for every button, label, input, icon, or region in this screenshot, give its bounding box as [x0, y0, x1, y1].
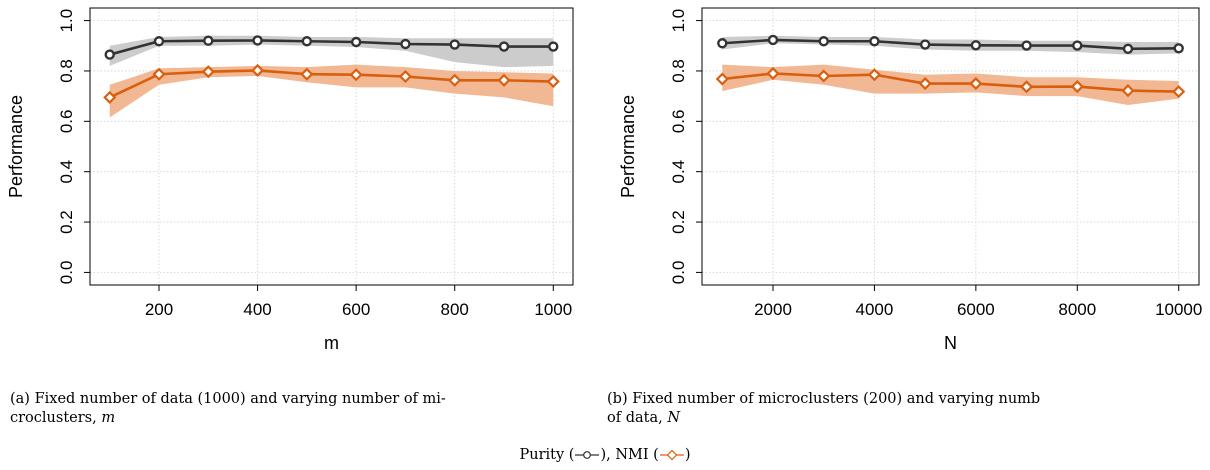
chart-b-line-nmi — [722, 72, 1179, 93]
chart-a-xtick-label-2: 600 — [342, 300, 370, 319]
chart-b-frame — [701, 7, 1200, 286]
chart-a-ytick-label-4: 0.8 — [57, 59, 76, 83]
chart-b-xtick-label-0: 2000 — [754, 300, 792, 319]
chart-b-point-nmi-3 — [867, 68, 881, 82]
chart-a-point-purity-8 — [498, 41, 510, 52]
chart-b-xtick-label-1: 4000 — [856, 300, 894, 319]
chart-b-point-nmi-2 — [817, 69, 831, 83]
chart-b-ytick-label-2: 0.4 — [669, 160, 688, 184]
chart-b-point-nmi-8 — [1121, 84, 1135, 98]
chart-a-ytick-label-3: 0.6 — [57, 109, 76, 133]
chart-a-point-purity-9 — [548, 41, 559, 52]
chart-b-point-purity-7 — [1072, 40, 1083, 51]
legend-close: ) — [684, 447, 691, 463]
caption-b: (b) Fixed number of microclusters (200) … — [607, 390, 1207, 428]
chart-b-point-nmi-9 — [1172, 85, 1186, 99]
caption-a-line1: (a) Fixed number of data (1000) and vary… — [10, 391, 446, 407]
caption-b-line1: (b) Fixed number of microclusters (200) … — [607, 391, 1041, 407]
chart-a-point-purity-2 — [203, 35, 214, 46]
chart-a-point-nmi-6 — [398, 69, 412, 84]
chart-a-ylabel: Performance — [6, 95, 26, 198]
chart-a-point-nmi-3 — [251, 63, 265, 78]
chart-a-point-nmi-0 — [103, 90, 117, 104]
chart-b-point-purity-4 — [919, 39, 931, 50]
chart-a-xtick-label-4: 1000 — [534, 300, 572, 319]
chart-a-xtick-label-0: 200 — [145, 300, 173, 319]
chart-a-point-nmi-4 — [300, 67, 314, 81]
chart-b-point-purity-1 — [767, 34, 779, 46]
chart-b-ylabel: Performance — [618, 95, 638, 198]
chart-a-point-purity-7 — [449, 39, 460, 50]
chart-a-point-purity-3 — [252, 35, 263, 46]
chart-b-xtick-label-2: 6000 — [957, 300, 995, 319]
chart-b-point-nmi-1 — [766, 66, 780, 81]
chart-a-point-nmi-1 — [152, 67, 166, 81]
chart-a-point-nmi-5 — [349, 68, 363, 82]
caption-a-line2: croclusters, — [10, 410, 102, 426]
chart-b-xtick-label-3: 8000 — [1058, 300, 1096, 319]
chart-b-ytick-label-4: 0.8 — [669, 59, 688, 83]
caption-b-variable: N — [667, 410, 681, 426]
chart-a-ytick-label-5: 1.0 — [57, 9, 76, 33]
chart-b-point-purity-8 — [1122, 43, 1134, 54]
chart-a-line-nmi — [109, 69, 554, 99]
chart-a-point-purity-5 — [350, 36, 362, 48]
chart-a-ytick-label-1: 0.2 — [57, 210, 76, 234]
chart-b-point-nmi-7 — [1070, 80, 1084, 94]
chart-b-xlabel: N — [944, 333, 957, 353]
chart-a-point-purity-4 — [301, 36, 313, 47]
chart-a — [84, 7, 574, 291]
legend-purity-label: Purity ( — [519, 447, 575, 463]
chart-b-point-purity-3 — [869, 36, 880, 47]
chart-a-point-nmi-7 — [448, 73, 462, 87]
chart-b-point-nmi-0 — [715, 72, 729, 86]
chart-b-ytick-label-0: 0.0 — [669, 261, 688, 285]
caption-a-variable: m — [101, 410, 116, 426]
figure-charts: 200 400 600 800 1000 0.0 0.2 0.4 0.6 0.8 1.0 m Perfo… — [6, 7, 1202, 353]
chart-a-ytick-label-0: 0.0 — [57, 261, 76, 285]
legend-purity-symbol — [575, 451, 600, 459]
chart-a-point-nmi-2 — [201, 65, 215, 79]
chart-a-xtick-label-3: 800 — [441, 300, 469, 319]
chart-b-point-nmi-4 — [918, 76, 932, 91]
chart-b — [696, 7, 1200, 291]
caption-b-line2: of data, — [607, 410, 668, 426]
chart-a-ytick-label-2: 0.4 — [57, 160, 76, 184]
chart-b-point-purity-6 — [1021, 40, 1032, 51]
chart-a-xtick-label-1: 400 — [243, 300, 271, 319]
chart-b-ytick-label-1: 0.2 — [669, 210, 688, 234]
chart-b-point-purity-0 — [717, 38, 728, 49]
chart-b-line-purity — [722, 38, 1179, 51]
chart-b-ytick-label-5: 1.0 — [669, 9, 688, 33]
chart-b-point-nmi-6 — [1020, 80, 1034, 94]
chart-b-point-purity-5 — [970, 40, 982, 51]
chart-b-point-purity-9 — [1173, 43, 1184, 54]
chart-b-ytick-label-3: 0.6 — [669, 109, 688, 133]
chart-a-point-purity-1 — [153, 36, 165, 47]
legend-nmi-label: ), NMI ( — [600, 447, 659, 463]
chart-a-xlabel: m — [324, 333, 339, 353]
chart-a-point-purity-6 — [400, 38, 411, 50]
chart-a-point-nmi-8 — [497, 73, 511, 87]
chart-b-point-nmi-5 — [969, 76, 983, 91]
chart-a-band-nmi — [109, 64, 554, 118]
legend: Purity ( ), NMI () — [0, 447, 1210, 463]
chart-a-frame — [89, 7, 574, 286]
chart-b-xtick-label-4: 10000 — [1155, 300, 1202, 319]
chart-a-line-purity — [109, 39, 554, 56]
chart-a-point-nmi-9 — [546, 74, 560, 89]
legend-nmi-symbol — [659, 449, 684, 461]
chart-b-point-purity-2 — [818, 36, 829, 47]
caption-a: (a) Fixed number of data (1000) and vary… — [10, 390, 595, 428]
chart-a-point-purity-0 — [104, 49, 115, 60]
